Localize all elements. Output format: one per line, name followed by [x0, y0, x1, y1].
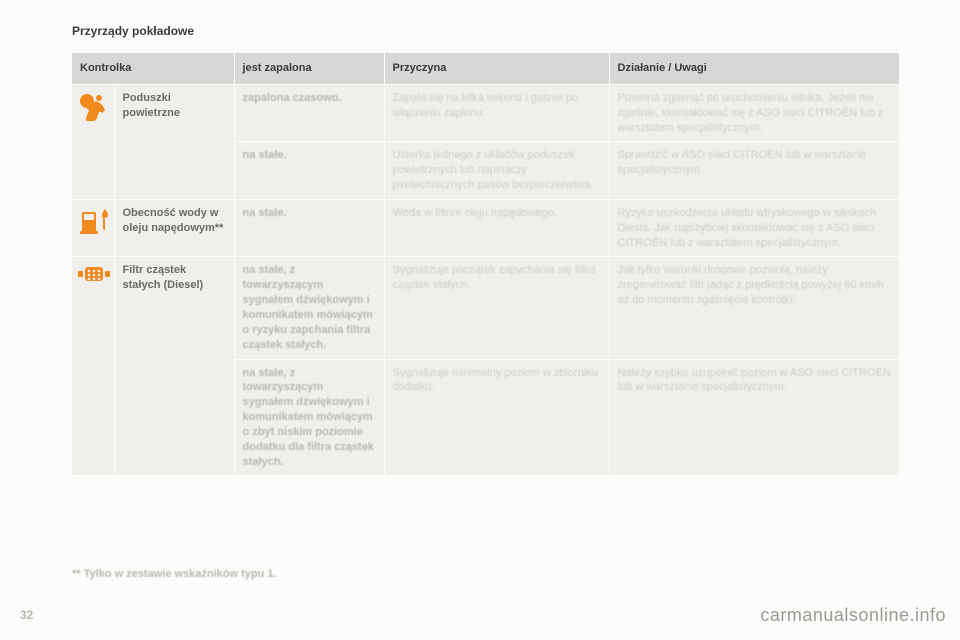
lamp-name-cell: Filtr cząstek stałych (Diesel): [114, 257, 234, 476]
airbag-icon-cell: [72, 84, 114, 199]
airbag-icon: [76, 91, 110, 121]
action-cell: Powinna zgasnąć po uruchomieniu silnika.…: [609, 84, 900, 142]
cause-cell: Woda w filtrze oleju napędowego.: [384, 199, 609, 257]
lamp-name: Poduszki powietrzne: [123, 92, 180, 119]
table-row: Filtr cząstek stałych (Diesel) na stałe,…: [72, 257, 900, 359]
footnote: ** Tylko w zestawie wskaźników typu 1.: [72, 568, 277, 580]
state-cell: na stałe.: [234, 142, 384, 200]
warning-lamps-table: Kontrolka jest zapalona Przyczyna Działa…: [72, 52, 900, 476]
particle-filter-icon: [76, 263, 112, 285]
lamp-name: Filtr cząstek stałych (Diesel): [123, 264, 204, 291]
section-title: Przyrządy pokładowe: [72, 24, 900, 38]
col-header-action: Działanie / Uwagi: [609, 53, 900, 85]
lamp-name-cell: Obecność wody w oleju napędowym**: [114, 199, 234, 257]
page-number: 32: [20, 608, 33, 622]
action-cell: Ryzyko uszkodzenia układu wtryskowego w …: [609, 199, 900, 257]
cause-cell: Sygnalizuje początek zapychania się filt…: [384, 257, 609, 359]
dpf-icon-cell: [72, 257, 114, 476]
cause-cell: Sygnalizuje minimalny poziom w zbiorniku…: [384, 359, 609, 476]
state-cell: zapalona czasowo.: [234, 84, 384, 142]
action-cell: Należy szybko uzupełnić poziom w ASO sie…: [609, 359, 900, 476]
state-cell: na stałe, z towarzyszącym sygnałem dźwię…: [234, 257, 384, 359]
col-header-lamp: Kontrolka: [72, 53, 234, 85]
col-header-cause: Przyczyna: [384, 53, 609, 85]
watermark: carmanualsonline.info: [760, 605, 946, 626]
table-row: Obecność wody w oleju napędowym** na sta…: [72, 199, 900, 257]
lamp-name-cell: Poduszki powietrzne: [114, 84, 234, 199]
action-cell: Sprawdzić w ASO sieci CITROËN lub w wars…: [609, 142, 900, 200]
lamp-name: Obecność wody w oleju napędowym**: [123, 207, 224, 234]
state-cell: na stałe.: [234, 199, 384, 257]
cause-cell: Usterka jednego z układów poduszek powie…: [384, 142, 609, 200]
col-header-state: jest zapalona: [234, 53, 384, 85]
table-header-row: Kontrolka jest zapalona Przyczyna Działa…: [72, 53, 900, 85]
state-cell: na stałe, z towarzyszącym sygnałem dźwię…: [234, 359, 384, 476]
fuel-pump-water-icon: [76, 206, 110, 236]
table-row: Poduszki powietrzne zapalona czasowo. Za…: [72, 84, 900, 142]
action-cell: Jak tylko warunki drogowe pozwolą, należ…: [609, 257, 900, 359]
manual-page: Przyrządy pokładowe Kontrolka jest zapal…: [0, 0, 960, 640]
cause-cell: Zapala się na kilka sekund i gaśnie po w…: [384, 84, 609, 142]
water-in-fuel-icon-cell: [72, 199, 114, 257]
